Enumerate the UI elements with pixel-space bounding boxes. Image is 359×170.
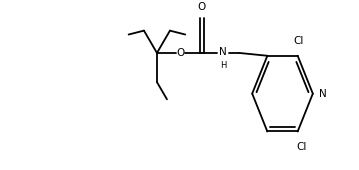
Text: N: N bbox=[219, 47, 227, 57]
Text: O: O bbox=[176, 48, 185, 58]
Text: N: N bbox=[320, 89, 327, 99]
Text: Cl: Cl bbox=[293, 36, 304, 46]
Text: H: H bbox=[220, 61, 226, 70]
Text: Cl: Cl bbox=[297, 142, 307, 152]
Text: O: O bbox=[197, 2, 206, 12]
